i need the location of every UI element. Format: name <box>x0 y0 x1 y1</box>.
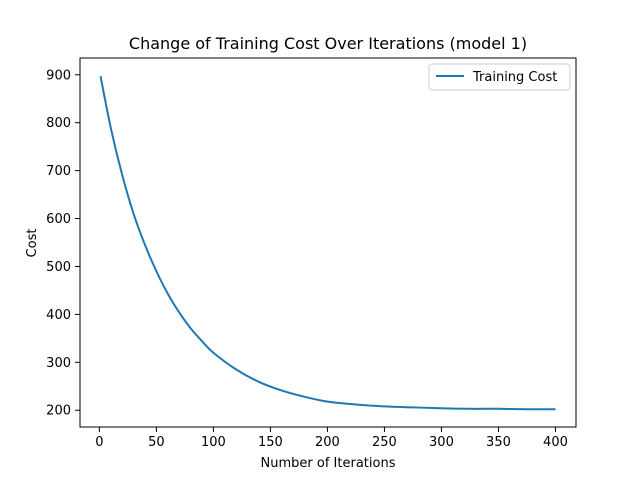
y-tick-label: 900 <box>46 68 71 83</box>
x-tick-label: 350 <box>486 435 511 450</box>
x-tick-label: 250 <box>372 435 397 450</box>
chart-title: Change of Training Cost Over Iterations … <box>129 34 527 53</box>
legend: Training Cost <box>428 63 571 91</box>
y-tick-label: 700 <box>46 164 71 179</box>
y-tick-label: 200 <box>46 404 71 419</box>
y-axis-ticks: 200 300 400 500 600 700 800 900 <box>46 68 80 419</box>
y-tick-label: 600 <box>46 212 71 227</box>
x-axis-ticks: 0 50 100 150 200 250 300 350 400 <box>95 427 568 450</box>
x-tick-label: 50 <box>148 435 165 450</box>
y-tick-label: 500 <box>46 260 71 275</box>
y-tick-label: 300 <box>46 356 71 371</box>
x-tick-label: 150 <box>258 435 283 450</box>
x-axis-label: Number of Iterations <box>261 456 396 471</box>
y-axis-label: Cost <box>25 229 40 258</box>
x-tick-label: 200 <box>315 435 340 450</box>
x-tick-label: 300 <box>429 435 454 450</box>
plot-area <box>79 57 577 428</box>
legend-label-training-cost: Training Cost <box>472 70 557 85</box>
plot-frame <box>79 57 577 428</box>
x-tick-label: 400 <box>543 435 568 450</box>
x-tick-label: 100 <box>201 435 226 450</box>
legend-box <box>428 63 571 91</box>
series-line-training-cost <box>99 76 556 411</box>
y-tick-label: 400 <box>46 308 71 323</box>
y-tick-label: 800 <box>46 116 71 131</box>
x-tick-label: 0 <box>95 435 103 450</box>
